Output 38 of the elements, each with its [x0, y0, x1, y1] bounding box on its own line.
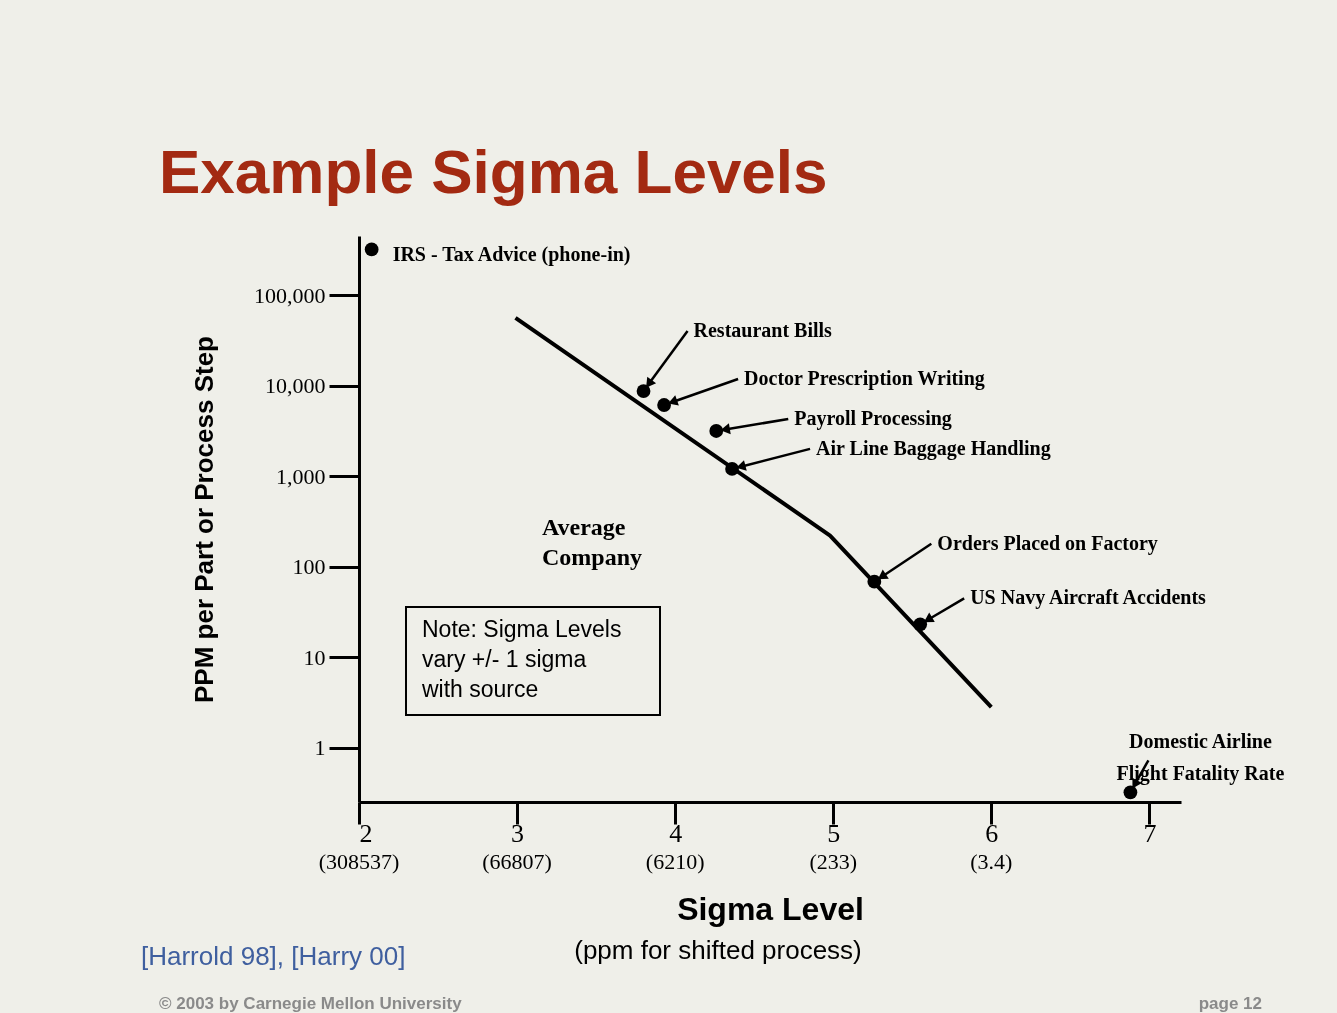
point	[1123, 785, 1138, 800]
text: (ppm for shifted process)	[574, 935, 862, 965]
x-tick-label: 4	[669, 818, 683, 848]
point	[364, 242, 379, 257]
y-axis-title: PPM per Part or Process Step	[189, 335, 219, 704]
y-tick-label: 1,000	[276, 463, 326, 489]
y-tick-label: 1	[314, 735, 326, 761]
text: page 12	[1198, 994, 1262, 1013]
annotation: Restaurant Bills	[693, 319, 833, 342]
point	[709, 424, 724, 438]
text: (308537)	[318, 849, 400, 874]
annotation: Orders Placed on Factory	[937, 531, 1158, 555]
point	[636, 384, 651, 398]
x-tick-label: 2	[359, 818, 373, 848]
y-tick-label: 100	[292, 554, 326, 580]
x-tick-label: 5	[827, 818, 841, 848]
y-tick-label: 100,000	[254, 282, 326, 308]
annotation: Air Line Baggage Handling	[816, 436, 1051, 460]
annotation: US Navy Aircraft Accidents	[970, 586, 1207, 610]
annotation: Payroll Processing	[794, 406, 952, 430]
x-tick-label: 7	[1143, 818, 1157, 848]
chart-title: Example Sigma Levels	[159, 137, 828, 206]
text: (3.4)	[970, 849, 1013, 874]
text: (233)	[809, 849, 858, 874]
point	[657, 398, 671, 412]
x-axis-title: Sigma Level	[677, 890, 864, 927]
annotation: IRS - Tax Advice (phone-in)	[392, 243, 631, 267]
annotation: Note: Sigma Levels vary +/- 1 sigma with source	[421, 616, 622, 702]
annotation: Average Company	[542, 514, 643, 570]
text: (6210)	[645, 849, 705, 874]
y-tick-label: 10	[303, 644, 326, 670]
y-tick-label: 10,000	[265, 373, 326, 399]
text: (66807)	[482, 849, 552, 874]
annotation: Doctor Prescription Writing	[744, 367, 985, 391]
x-tick-label: 6	[985, 818, 999, 848]
text: © 2003 by Carnegie Mellon University	[159, 994, 463, 1013]
text: [Harrold 98], [Harry 00]	[141, 941, 406, 971]
x-tick-label: 3	[511, 818, 525, 848]
